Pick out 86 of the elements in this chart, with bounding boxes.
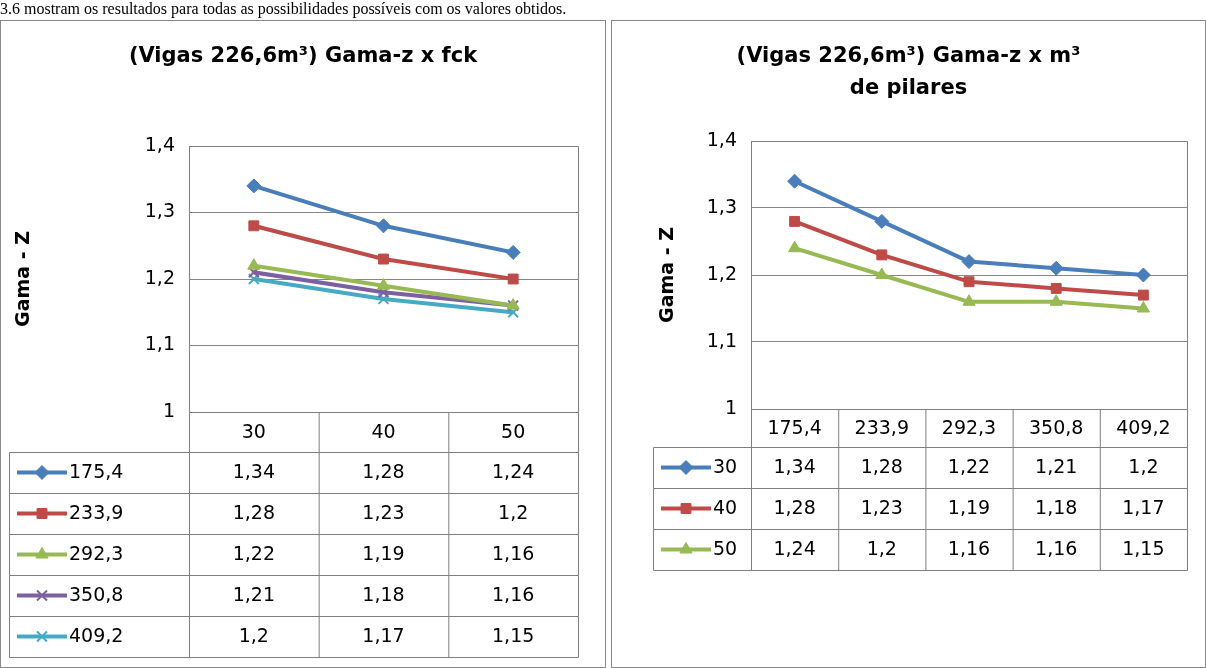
data-label: 1,16 [492,542,535,565]
x-tick-label: 50 [501,419,526,442]
point [876,249,888,261]
point [1050,282,1062,294]
y-tick-label: 1 [162,398,175,421]
point [963,276,975,288]
x-tick-label: 233,9 [854,415,909,438]
legend-label: 40 [713,496,738,519]
point [377,293,390,305]
legend-label: 30 [713,455,738,478]
point [787,173,803,189]
point [247,273,260,285]
y-axis-title: Gama - Z [11,231,34,327]
data-label: 1,16 [492,583,535,606]
y-tick-label: 1,4 [144,132,175,155]
point [875,267,889,279]
data-label: 1,28 [860,455,903,478]
point [961,254,977,270]
legend-label: 350,8 [69,583,124,606]
point [376,218,391,234]
point [789,215,801,227]
data-label: 1,23 [362,501,405,524]
legend-label: 409,2 [69,624,124,647]
point [378,253,389,265]
data-label: 1,2 [866,537,897,560]
x-tick-label: 350,8 [1029,415,1084,438]
data-label: 1,23 [860,496,903,519]
point [505,244,521,260]
legend-label: 233,9 [69,501,124,524]
point [1048,260,1064,276]
data-label: 1,28 [362,460,405,483]
point [788,240,802,253]
legend-label: 50 [713,537,738,560]
data-label: 1,16 [1035,537,1078,560]
data-label: 1,28 [232,501,275,524]
x-tick-label: 40 [371,419,396,442]
data-label: 1,24 [492,460,535,483]
data-label: 1,34 [773,455,816,478]
point [246,178,262,194]
data-label: 1,34 [232,460,275,483]
chart-title: (Vigas 226,6m³) Gama-z x fck [127,42,479,69]
point [1049,294,1063,306]
data-label: 1,2 [238,624,269,647]
data-label: 1,17 [1122,496,1165,519]
data-label: 1,2 [498,501,529,524]
x-tick-label: 292,3 [941,415,997,438]
point [507,273,519,285]
data-label: 1,17 [362,624,405,647]
data-label: 1,21 [1035,455,1078,478]
point [874,213,890,229]
data-label: 1,19 [362,542,405,565]
data-label: 1,22 [232,542,275,565]
y-tick-label: 1 [724,395,737,418]
y-tick-label: 1,4 [706,127,737,150]
data-label: 1,28 [773,496,816,519]
y-tick-label: 1,1 [706,328,737,351]
legend-label: 175,4 [69,460,124,483]
data-label: 1,24 [773,537,816,560]
data-label: 1,2 [1128,455,1159,478]
data-label: 1,15 [492,624,535,647]
point [247,258,261,270]
point [376,278,391,290]
point [1136,301,1150,313]
data-label: 1,19 [947,496,991,519]
chart-title: (Vigas 226,6m³) Gama-z x m³ de pilares [735,42,1082,101]
point [1137,289,1149,301]
y-axis-title: Gama - Z [655,227,678,323]
data-label: 1,18 [362,583,405,606]
y-tick-label: 1,3 [144,199,175,222]
x-tick-label: 30 [241,419,266,442]
x-tick-label: 175,4 [767,415,822,438]
point [962,294,976,306]
data-label: 1,16 [947,537,991,560]
y-tick-label: 1,1 [144,332,175,355]
y-tick-label: 1,2 [144,265,175,288]
data-label: 1,22 [947,455,991,478]
data-label: 1,21 [232,583,275,606]
data-label: 1,18 [1035,496,1078,519]
point [248,220,260,232]
data-label: 1,15 [1122,537,1165,560]
x-tick-label: 409,2 [1116,415,1171,438]
point [1135,267,1151,283]
legend-label: 292,3 [69,542,124,565]
text: 3.6 mostram os resultados para todas as possibilidades possíveis com os valores obtidos. [0,0,567,18]
y-tick-label: 1,2 [706,261,737,284]
y-tick-label: 1,3 [706,194,737,217]
